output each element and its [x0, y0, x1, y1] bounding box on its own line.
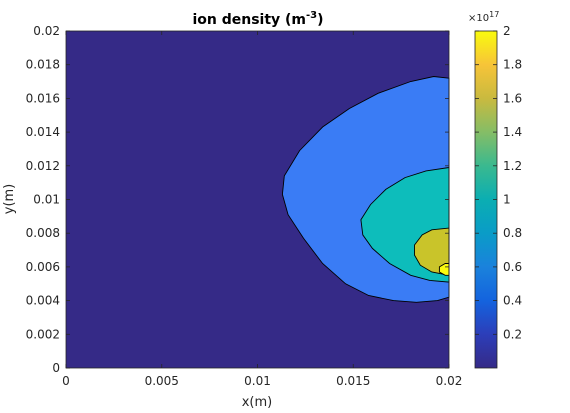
colorbar-tick-label: 1 [503, 193, 511, 207]
chart-title: ion density (m-3) [192, 10, 323, 28]
y-tick-label: 0.012 [26, 159, 60, 173]
y-tick-label: 0.016 [26, 91, 60, 105]
x-axis-label: x(m) [242, 395, 273, 410]
colorbar-tick-label: 0.8 [503, 226, 522, 240]
x-axis-ticks: 0 0.005 0.01 0.015 0.02 [62, 31, 462, 388]
colorbar-exponent: ×1017 [468, 10, 499, 24]
y-tick-label: 0.01 [33, 193, 60, 207]
colorbar-tick-label: 0.4 [503, 294, 522, 308]
x-tick-label: 0.02 [436, 374, 463, 388]
y-tick-label: 0 [52, 361, 60, 375]
x-tick-label: 0 [62, 374, 70, 388]
colorbar: 0.2 0.4 0.6 0.8 1 1.2 1.4 1.6 1.8 2 ×1017 [468, 10, 522, 369]
x-tick-label: 0.01 [244, 374, 271, 388]
colorbar-tick-label: 0.6 [503, 260, 522, 274]
colorbar-tick-label: 1.4 [503, 125, 522, 139]
colorbar-exponent-base: ×10 [468, 13, 489, 24]
chart-title-superscript: -3 [306, 10, 317, 21]
colorbar-tick-label: 2 [503, 24, 511, 38]
colorbar-tick-label: 1.8 [503, 58, 522, 72]
y-tick-label: 0.02 [33, 24, 60, 38]
plot-area [65, 30, 450, 369]
x-tick-label: 0.015 [336, 374, 370, 388]
colorbar-exponent-power: 17 [489, 10, 499, 19]
y-axis-label: y(m) [2, 184, 17, 215]
colorbar-tick-label: 1.2 [503, 159, 522, 173]
y-tick-label: 0.006 [26, 260, 60, 274]
y-tick-label: 0.002 [26, 327, 60, 341]
y-tick-label: 0.004 [26, 294, 60, 308]
contour-fills [281, 76, 450, 303]
x-tick-label: 0.005 [145, 374, 179, 388]
y-tick-label: 0.014 [26, 125, 60, 139]
y-tick-label: 0.008 [26, 226, 60, 240]
chart-title-close: ) [317, 12, 323, 28]
y-tick-label: 0.018 [26, 58, 60, 72]
colorbar-ticks: 0.2 0.4 0.6 0.8 1 1.2 1.4 1.6 1.8 2 [475, 24, 522, 341]
colorbar-tick-label: 1.6 [503, 91, 522, 105]
colorbar-tick-label: 0.2 [503, 327, 522, 341]
y-axis-ticks: 0 0.002 0.004 0.006 0.008 0.01 0.012 0.014 0.016… [26, 24, 449, 375]
chart-title-main: ion density (m [192, 12, 306, 28]
